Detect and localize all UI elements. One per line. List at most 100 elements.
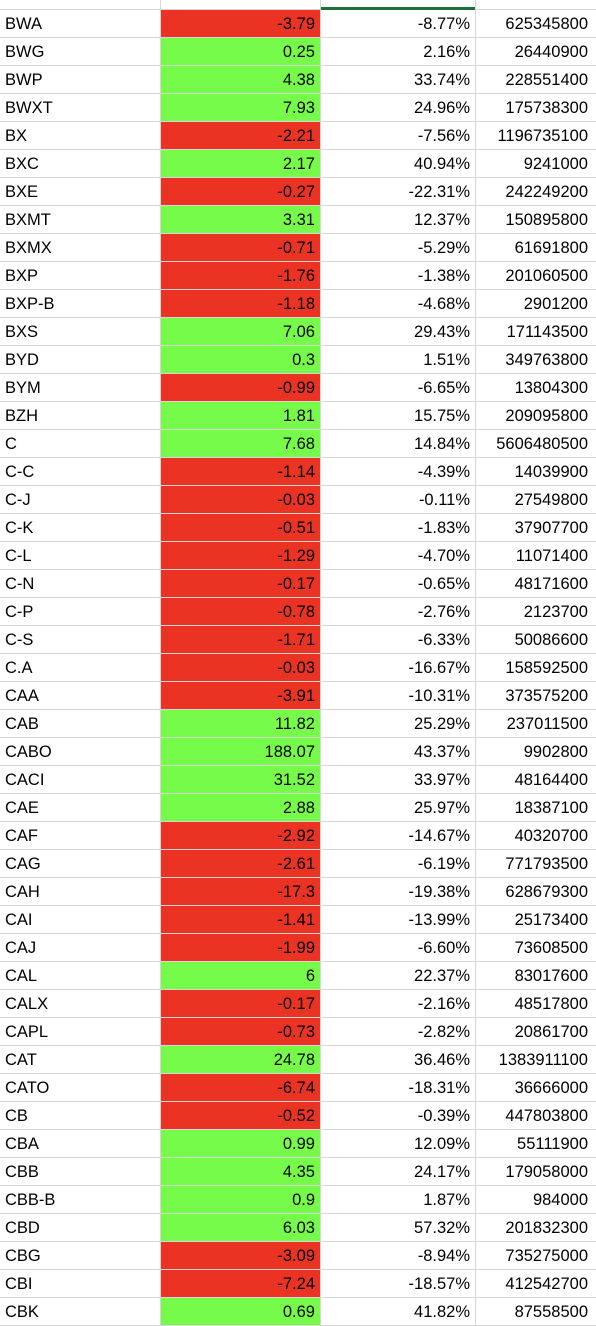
table-row[interactable]: CAF -2.92 -14.67% 40320700	[0, 822, 596, 850]
change-cell[interactable]: -0.27	[160, 178, 320, 205]
table-row[interactable]: BYM -0.99 -6.65% 13804300	[0, 374, 596, 402]
percent-change-cell[interactable]: 22.37%	[414, 967, 470, 985]
symbol-cell[interactable]: BWP	[5, 71, 43, 89]
table-row[interactable]: CATO -6.74 -18.31% 36666000	[0, 1074, 596, 1102]
change-cell[interactable]: 6.03	[160, 1214, 320, 1241]
volume-cell[interactable]: 237011500	[506, 715, 588, 733]
percent-change-cell[interactable]: -1.83%	[417, 519, 470, 537]
percent-change-cell[interactable]: 33.97%	[414, 771, 470, 789]
change-cell[interactable]: 3.31	[160, 206, 320, 233]
table-row[interactable]: C-N -0.17 -0.65% 48171600	[0, 570, 596, 598]
volume-cell[interactable]: 9241000	[523, 155, 588, 173]
symbol-cell[interactable]: BXMT	[5, 211, 51, 229]
percent-change-cell[interactable]: -2.16%	[417, 995, 470, 1013]
percent-change-cell[interactable]: -14.67%	[408, 827, 470, 845]
change-cell[interactable]: 24.78	[160, 1046, 320, 1073]
volume-cell[interactable]: 2123700	[523, 603, 588, 621]
volume-cell[interactable]: 150895800	[505, 211, 588, 229]
table-row[interactable]: CBD 6.03 57.32% 201832300	[0, 1214, 596, 1242]
symbol-cell[interactable]: C	[5, 435, 17, 453]
volume-cell[interactable]: 984000	[532, 1191, 588, 1209]
symbol-cell[interactable]: BX	[5, 127, 28, 145]
percent-change-cell[interactable]: 43.37%	[414, 743, 470, 761]
volume-cell[interactable]: 242249200	[505, 183, 588, 201]
volume-cell[interactable]: 48171600	[514, 575, 588, 593]
percent-change-cell[interactable]: -6.65%	[417, 379, 470, 397]
volume-cell[interactable]: 179058000	[505, 1163, 588, 1181]
percent-change-cell[interactable]: 33.74%	[414, 71, 470, 89]
symbol-cell[interactable]: CBI	[5, 1275, 33, 1293]
volume-cell[interactable]: 209095800	[505, 407, 588, 425]
change-cell[interactable]: 1.81	[160, 402, 320, 429]
change-cell[interactable]: -2.92	[160, 822, 320, 849]
volume-cell[interactable]: 625345800	[505, 15, 588, 33]
table-row[interactable]: CAL 6 22.37% 83017600	[0, 962, 596, 990]
symbol-cell[interactable]: C-L	[5, 547, 32, 565]
table-row[interactable]: BWA -3.79 -8.77% 625345800	[0, 10, 596, 38]
percent-change-cell[interactable]: -4.68%	[417, 295, 470, 313]
symbol-cell[interactable]: CAF	[5, 827, 38, 845]
percent-change-cell[interactable]: 15.75%	[414, 407, 470, 425]
table-row[interactable]: BWXT 7.93 24.96% 175738300	[0, 94, 596, 122]
symbol-cell[interactable]: CAJ	[5, 939, 37, 957]
symbol-cell[interactable]: CAI	[5, 911, 33, 929]
table-row[interactable]: BXC 2.17 40.94% 9241000	[0, 150, 596, 178]
volume-cell[interactable]: 48164400	[514, 771, 588, 789]
table-row[interactable]: C-C -1.14 -4.39% 14039900	[0, 458, 596, 486]
table-row[interactable]: C-L -1.29 -4.70% 11071400	[0, 542, 596, 570]
percent-change-cell[interactable]: 12.37%	[414, 211, 470, 229]
symbol-cell[interactable]: BYD	[5, 351, 39, 369]
volume-cell[interactable]: 175738300	[505, 99, 588, 117]
volume-cell[interactable]: 20861700	[514, 1023, 588, 1041]
percent-change-cell[interactable]: 12.09%	[414, 1135, 470, 1153]
change-cell[interactable]: -0.17	[160, 990, 320, 1017]
symbol-cell[interactable]: C-S	[5, 631, 34, 649]
volume-cell[interactable]: 37907700	[514, 519, 588, 537]
spreadsheet-grid[interactable]: BWA -3.79 -8.77% 625345800 BWG 0.25 2.16% 26440…	[0, 10, 596, 1326]
percent-change-cell[interactable]: 1.87%	[423, 1191, 470, 1209]
percent-change-cell[interactable]: -2.76%	[417, 603, 470, 621]
change-cell[interactable]: 0.3	[160, 346, 320, 373]
volume-cell[interactable]: 158592500	[505, 659, 588, 677]
table-row[interactable]: CALX -0.17 -2.16% 48517800	[0, 990, 596, 1018]
volume-cell[interactable]: 61691800	[514, 239, 588, 257]
table-row[interactable]: CAI -1.41 -13.99% 25173400	[0, 906, 596, 934]
change-cell[interactable]: -17.3	[160, 878, 320, 905]
table-row[interactable]: CBK 0.69 41.82% 87558500	[0, 1298, 596, 1326]
volume-cell[interactable]: 18387100	[514, 799, 588, 817]
percent-change-cell[interactable]: -8.94%	[417, 1247, 470, 1265]
symbol-cell[interactable]: CAL	[5, 967, 38, 985]
volume-cell[interactable]: 87558500	[514, 1303, 588, 1321]
change-cell[interactable]: 0.99	[160, 1130, 320, 1157]
volume-cell[interactable]: 1196735100	[497, 127, 588, 145]
change-cell[interactable]: 0.9	[160, 1186, 320, 1213]
table-row[interactable]: CAT 24.78 36.46% 1383911100	[0, 1046, 596, 1074]
percent-change-cell[interactable]: -1.38%	[417, 267, 470, 285]
symbol-cell[interactable]: CAG	[5, 855, 41, 873]
percent-change-cell[interactable]: -4.39%	[417, 463, 470, 481]
volume-cell[interactable]: 2901200	[523, 295, 588, 313]
table-row[interactable]: BXMX -0.71 -5.29% 61691800	[0, 234, 596, 262]
volume-cell[interactable]: 735275000	[505, 1247, 588, 1265]
symbol-cell[interactable]: CBB-B	[5, 1191, 56, 1209]
percent-change-cell[interactable]: -18.31%	[408, 1079, 470, 1097]
symbol-cell[interactable]: CACI	[5, 771, 45, 789]
change-cell[interactable]: -0.71	[160, 234, 320, 261]
volume-cell[interactable]: 27549800	[514, 491, 588, 509]
change-cell[interactable]: -0.99	[160, 374, 320, 401]
change-cell[interactable]: 188.07	[160, 738, 320, 765]
table-row[interactable]: BWG 0.25 2.16% 26440900	[0, 38, 596, 66]
symbol-cell[interactable]: CAH	[5, 883, 40, 901]
percent-change-cell[interactable]: -2.82%	[417, 1023, 470, 1041]
symbol-cell[interactable]: BXP	[5, 267, 39, 285]
symbol-cell[interactable]: CAE	[5, 799, 39, 817]
change-cell[interactable]: 4.35	[160, 1158, 320, 1185]
table-row[interactable]: CAG -2.61 -6.19% 771793500	[0, 850, 596, 878]
table-row[interactable]: CBA 0.99 12.09% 55111900	[0, 1130, 596, 1158]
change-cell[interactable]: 7.06	[160, 318, 320, 345]
volume-cell[interactable]: 36666000	[514, 1079, 588, 1097]
symbol-cell[interactable]: CBA	[5, 1135, 39, 1153]
change-cell[interactable]: 7.93	[160, 94, 320, 121]
volume-cell[interactable]: 83017600	[514, 967, 588, 985]
change-cell[interactable]: 6	[160, 962, 320, 989]
